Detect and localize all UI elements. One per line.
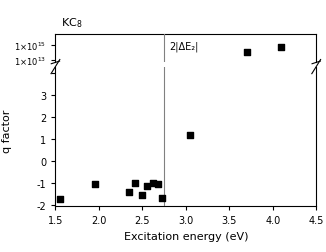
Point: [160, 196, 165, 200]
Point: [144, 184, 149, 188]
Point: [244, 51, 249, 55]
Point: [156, 183, 161, 187]
Point: [127, 190, 132, 194]
Point: [187, 133, 193, 137]
Point: [133, 182, 138, 186]
Point: [279, 46, 284, 50]
X-axis label: Excitation energy (eV): Excitation energy (eV): [124, 231, 248, 241]
Point: [150, 182, 156, 186]
Point: [140, 194, 145, 198]
Point: [57, 197, 62, 201]
Text: q factor: q factor: [2, 109, 11, 153]
Point: [92, 183, 97, 187]
Text: KC$_8$: KC$_8$: [61, 17, 82, 30]
Text: 2|ΔE₂|: 2|ΔE₂|: [169, 42, 199, 52]
